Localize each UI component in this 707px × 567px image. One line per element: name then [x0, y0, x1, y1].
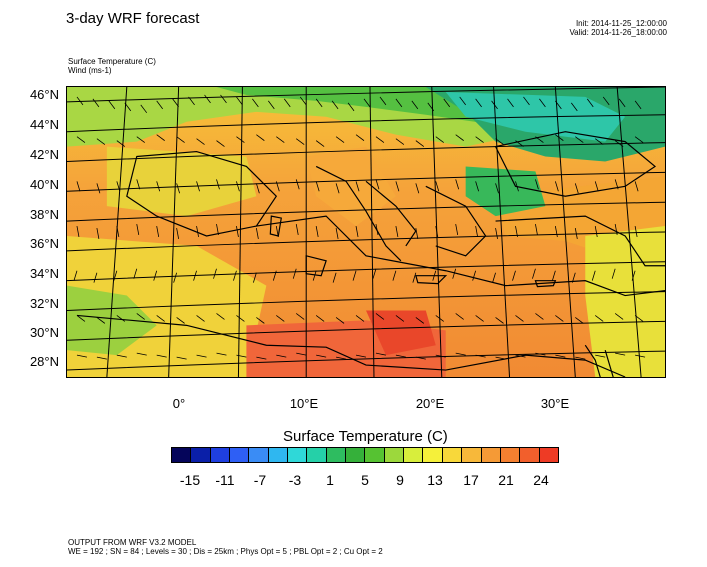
lat-label: 38°N: [29, 207, 59, 222]
colorbar-swatch: [230, 448, 250, 462]
colorbar-swatch: [249, 448, 269, 462]
colorbar-label: 13: [427, 472, 443, 488]
lat-label: 40°N: [29, 177, 59, 192]
colorbar-title: Surface Temperature (C): [283, 428, 448, 445]
colorbar: [171, 447, 559, 463]
colorbar-label: -11: [215, 472, 235, 488]
lat-label: 46°N: [29, 87, 59, 102]
colorbar-swatch: [288, 448, 308, 462]
colorbar-swatch: [191, 448, 211, 462]
colorbar-swatch: [326, 448, 347, 462]
colorbar-label: 17: [463, 472, 479, 488]
lat-label: 34°N: [29, 266, 59, 281]
colorbar-swatch: [307, 448, 327, 462]
footer-model: OUTPUT FROM WRF V3.2 MODEL: [68, 538, 197, 547]
lon-label: 10°E: [289, 396, 319, 411]
page-title: 3-day WRF forecast: [66, 10, 200, 27]
valid-time: Valid: 2014-11-26_18:00:00: [569, 28, 667, 37]
lat-label: 30°N: [29, 325, 59, 340]
colorbar-swatch: [539, 448, 558, 462]
colorbar-swatch: [346, 448, 366, 462]
init-time: Init: 2014-11-25_12:00:00: [575, 19, 667, 28]
colorbar-swatch: [462, 448, 482, 462]
colorbar-label: 9: [396, 472, 404, 488]
colorbar-label: 21: [498, 472, 514, 488]
colorbar-swatch: [172, 448, 192, 462]
colorbar-label: -7: [253, 472, 267, 488]
lat-label: 36°N: [29, 236, 59, 251]
wind-label: Wind (ms-1): [68, 66, 112, 75]
colorbar-swatch: [442, 448, 463, 462]
lat-label: 42°N: [29, 147, 59, 162]
lon-label: 0°: [172, 396, 186, 411]
lon-label: 20°E: [415, 396, 445, 411]
colorbar-swatch: [404, 448, 424, 462]
colorbar-label: 1: [326, 472, 334, 488]
map-canvas: [67, 87, 665, 377]
colorbar-swatch: [365, 448, 385, 462]
field-label: Surface Temperature (C): [68, 57, 156, 66]
colorbar-swatch: [268, 448, 289, 462]
colorbar-label: 5: [361, 472, 369, 488]
colorbar-swatch: [481, 448, 501, 462]
colorbar-swatch: [520, 448, 540, 462]
colorbar-swatch: [384, 448, 405, 462]
lat-label: 44°N: [29, 117, 59, 132]
colorbar-label: -3: [288, 472, 302, 488]
colorbar-label: -15: [179, 472, 201, 488]
lat-label: 28°N: [29, 354, 59, 369]
lon-label: 30°E: [540, 396, 570, 411]
footer-settings: WE = 192 ; SN = 84 ; Levels = 30 ; Dis =…: [68, 547, 383, 556]
lat-label: 32°N: [29, 296, 59, 311]
colorbar-swatch: [423, 448, 443, 462]
colorbar-label: 24: [533, 472, 549, 488]
forecast-map: [66, 86, 666, 378]
colorbar-swatch: [210, 448, 231, 462]
colorbar-swatch: [500, 448, 521, 462]
